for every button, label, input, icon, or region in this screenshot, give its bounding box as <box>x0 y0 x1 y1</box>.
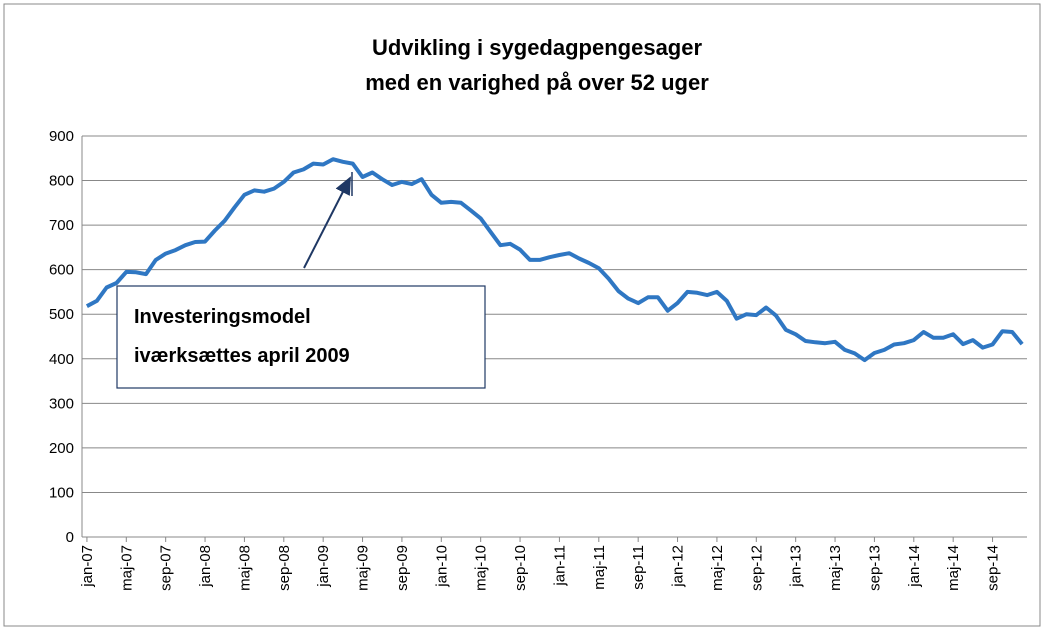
x-tick-label: sep-08 <box>276 545 293 591</box>
x-tick-label: maj-12 <box>709 545 726 591</box>
x-tick-label: sep-10 <box>512 545 529 591</box>
x-tick-label: jan-07 <box>79 545 96 588</box>
x-tick-label: sep-11 <box>630 545 647 590</box>
y-tick-label: 400 <box>49 351 74 368</box>
x-tick-label: maj-07 <box>118 545 135 591</box>
x-tick-label: jan-08 <box>197 545 214 588</box>
y-tick-label: 300 <box>49 395 74 412</box>
x-tick-label: jan-12 <box>670 545 687 588</box>
y-tick-label: 100 <box>49 484 74 501</box>
annotation: iværksættes april 2009 <box>134 345 350 367</box>
x-tick-label: maj-13 <box>827 545 844 591</box>
y-tick-label: 200 <box>49 440 74 457</box>
chart-title: med en varighed på over 52 uger <box>365 70 709 95</box>
plot-area: 0 100 200 300 400 500 600 700 800 900 jan-07 maj-07… <box>49 128 1027 591</box>
x-tick-label: jan-09 <box>315 545 332 588</box>
x-tick-label: maj-10 <box>473 545 490 591</box>
x-tick-label: maj-09 <box>355 545 372 591</box>
x-tick-label: maj-11 <box>591 545 608 590</box>
x-tick-label: sep-12 <box>748 545 765 591</box>
x-tick-label: jan-11 <box>551 545 568 587</box>
y-tick-label: 0 <box>66 529 74 546</box>
series-line <box>85 157 1024 363</box>
x-tick-label: sep-07 <box>158 545 175 591</box>
x-tick-label: maj-14 <box>945 545 962 591</box>
y-tick-label: 800 <box>49 173 74 190</box>
x-tick-label: sep-14 <box>985 545 1002 591</box>
y-tick-label: 600 <box>49 262 74 279</box>
x-tick-label: sep-09 <box>394 545 411 591</box>
y-tick-label: 900 <box>49 128 74 145</box>
x-tick-label: jan-14 <box>906 545 923 588</box>
x-tick-label: jan-10 <box>433 545 450 588</box>
x-tick-label: jan-13 <box>788 545 805 588</box>
annotation-box <box>116 285 486 389</box>
y-tick-label: 500 <box>49 306 74 323</box>
annotation-arrow <box>303 176 351 269</box>
annotation: Investeringsmodel <box>134 306 311 328</box>
x-tick-label: sep-13 <box>866 545 883 591</box>
chart-title: Udvikling i sygedagpengesager <box>372 35 703 60</box>
y-tick-label: 700 <box>49 217 74 234</box>
x-tick-label: maj-08 <box>236 545 253 591</box>
